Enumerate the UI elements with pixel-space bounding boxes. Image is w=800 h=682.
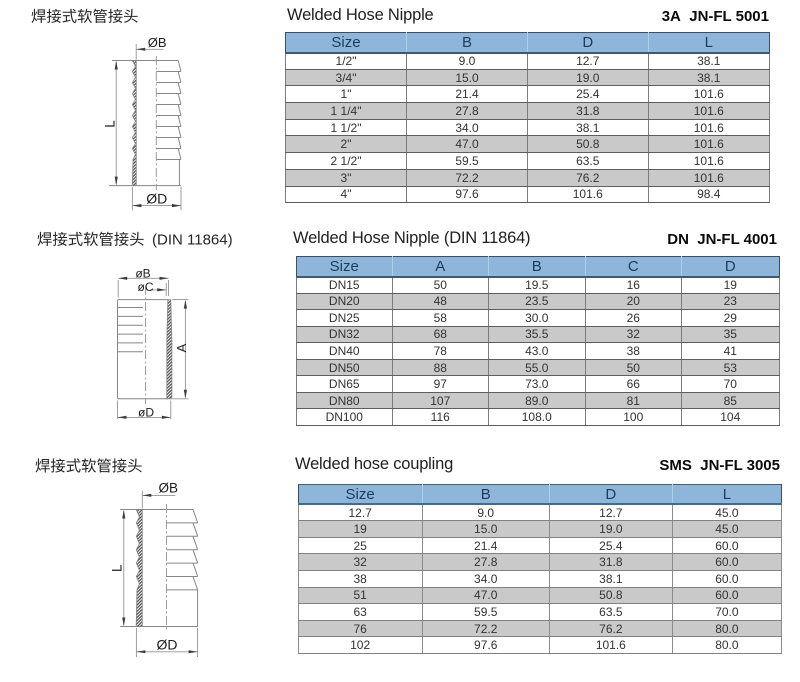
svg-text:øB: øB [135, 266, 150, 280]
svg-text:ØD: ØD [157, 636, 178, 652]
svg-text:ØD: ØD [146, 190, 167, 206]
svg-text:(DIN 11864): (DIN 11864) [152, 232, 233, 249]
svg-text:ØB: ØB [148, 35, 167, 50]
svg-text:øD: øD [138, 405, 154, 419]
svg-text:ØB: ØB [159, 481, 179, 496]
svg-text:L: L [103, 120, 118, 128]
svg-text:øC: øC [138, 280, 154, 294]
svg-text:L: L [109, 564, 124, 572]
svg-text:A: A [174, 343, 189, 352]
